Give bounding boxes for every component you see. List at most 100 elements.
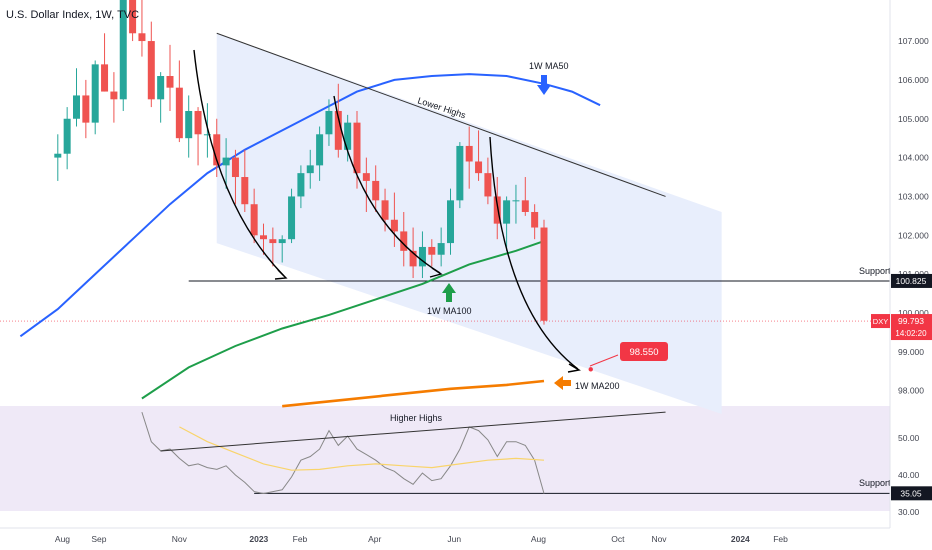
candle-40[interactable] <box>428 239 436 267</box>
last-price-badge[interactable] <box>891 314 932 341</box>
candle-52[interactable] <box>540 219 548 325</box>
candle-22[interactable] <box>260 223 267 255</box>
support-rsi-badge[interactable] <box>891 486 932 501</box>
candle-body <box>334 110 342 150</box>
candle-21[interactable] <box>250 188 258 244</box>
candle-50[interactable] <box>521 177 529 216</box>
candle-46[interactable] <box>484 157 492 205</box>
candle-2[interactable] <box>73 68 80 127</box>
candle-body <box>381 200 389 220</box>
candle-body <box>269 239 277 244</box>
ma-line-0[interactable] <box>19 73 601 338</box>
candle-20[interactable] <box>241 149 249 212</box>
candle-15[interactable] <box>194 107 202 166</box>
ma50-label: 1W MA50 <box>529 61 569 71</box>
support-price-badge[interactable] <box>891 273 932 288</box>
time-tick-7: Aug <box>531 534 546 544</box>
price-tick-0: 107.000 <box>898 36 929 46</box>
candle-4[interactable] <box>91 60 99 135</box>
candle-23[interactable] <box>269 227 277 267</box>
candle-33[interactable] <box>362 157 370 212</box>
candle-34[interactable] <box>372 165 380 212</box>
candle-body <box>54 153 62 158</box>
candle-body <box>241 177 249 205</box>
time-tick-5: Apr <box>368 534 381 544</box>
lower-highs-trendline[interactable] <box>216 32 666 197</box>
price-tick-3: 104.000 <box>898 153 929 163</box>
ma-line-1[interactable] <box>141 240 545 400</box>
candle-body <box>325 110 333 135</box>
candle-5[interactable] <box>101 33 109 92</box>
candle-body <box>185 110 193 139</box>
candle-body <box>316 134 324 166</box>
candle-body <box>63 118 71 154</box>
candle-9[interactable] <box>138 0 146 57</box>
candle-12[interactable] <box>166 44 174 111</box>
candle-1[interactable] <box>63 107 71 170</box>
candle-17[interactable] <box>213 118 221 178</box>
candle-0[interactable] <box>54 134 62 181</box>
ticks-layer: 107.000 106.000 105.000 104.000 103.000 102.0… <box>55 36 932 544</box>
candle-10[interactable] <box>147 21 155 108</box>
rsi-line[interactable] <box>141 411 545 495</box>
candle-11[interactable] <box>157 72 165 123</box>
ma200-label: 1W MA200 <box>575 381 620 391</box>
candle-body <box>306 165 314 174</box>
higher-highs-label: Higher Highs <box>390 413 443 423</box>
candle-51[interactable] <box>531 204 539 240</box>
candle-37[interactable] <box>400 211 408 267</box>
candle-3[interactable] <box>82 79 90 139</box>
candle-25[interactable] <box>288 188 296 244</box>
target-dot <box>588 367 593 372</box>
candle-6[interactable] <box>110 72 118 123</box>
ma-line-2[interactable] <box>282 379 545 408</box>
candles-layer <box>54 0 548 325</box>
candle-31[interactable] <box>344 114 352 162</box>
candle-42[interactable] <box>447 188 454 255</box>
support-rsi-label: Support <box>859 478 891 488</box>
target-badge[interactable] <box>620 342 668 361</box>
candle-24[interactable] <box>278 235 286 263</box>
time-tick-8: Oct <box>611 534 625 544</box>
symbol-badge[interactable] <box>871 314 890 329</box>
time-tick-4: Feb <box>293 534 308 544</box>
candle-body <box>447 200 454 244</box>
time-tick-9: Nov <box>651 534 667 544</box>
candle-14[interactable] <box>185 95 193 158</box>
symbol-badge-text: DXY <box>873 317 888 326</box>
higher-highs-trendline[interactable] <box>160 411 666 452</box>
candle-36[interactable] <box>390 192 398 247</box>
candle-18[interactable] <box>222 138 230 189</box>
candle-13[interactable] <box>175 60 183 143</box>
candle-body <box>166 76 174 88</box>
candle-26[interactable] <box>297 165 305 209</box>
candle-8[interactable] <box>129 0 137 42</box>
candle-body <box>475 161 483 174</box>
candle-49[interactable] <box>512 184 520 224</box>
candle-body <box>456 145 464 201</box>
candle-39[interactable] <box>418 231 426 279</box>
candle-48[interactable] <box>503 196 511 251</box>
candle-44[interactable] <box>465 126 473 189</box>
candle-35[interactable] <box>381 188 389 232</box>
candle-29[interactable] <box>325 99 333 146</box>
candle-27[interactable] <box>306 149 314 189</box>
candle-body <box>353 122 361 174</box>
falling-channel <box>216 33 722 415</box>
candle-41[interactable] <box>437 227 445 267</box>
arc-3 <box>489 136 579 370</box>
candle-body <box>344 122 352 150</box>
candle-body <box>73 95 80 119</box>
candle-7[interactable] <box>119 0 127 111</box>
chart-title: U.S. Dollar Index, 1W, TVC <box>6 9 140 21</box>
candle-43[interactable] <box>456 142 464 209</box>
candle-45[interactable] <box>475 130 483 181</box>
candle-28[interactable] <box>316 126 324 181</box>
candle-body <box>278 239 286 244</box>
moving-averages-layer <box>19 73 601 408</box>
candle-19[interactable] <box>231 149 239 205</box>
rsi-band <box>0 406 890 511</box>
candle-body <box>297 173 305 197</box>
